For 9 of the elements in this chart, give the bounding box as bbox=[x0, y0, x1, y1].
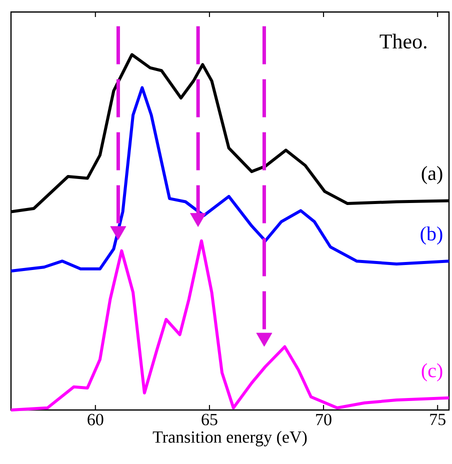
series-label: (a) bbox=[422, 166, 442, 184]
series-label: (c) bbox=[422, 363, 442, 382]
series-label: (b) bbox=[420, 226, 442, 245]
x-tick-label: 60 bbox=[88, 414, 104, 426]
x-tick-label: 70 bbox=[316, 414, 332, 426]
x-axis-title: Transition energy (eV) bbox=[152, 430, 307, 446]
x-tick-label: 75 bbox=[430, 414, 446, 426]
text: Theo. bbox=[380, 34, 426, 49]
x-tick-label: 65 bbox=[202, 414, 218, 426]
